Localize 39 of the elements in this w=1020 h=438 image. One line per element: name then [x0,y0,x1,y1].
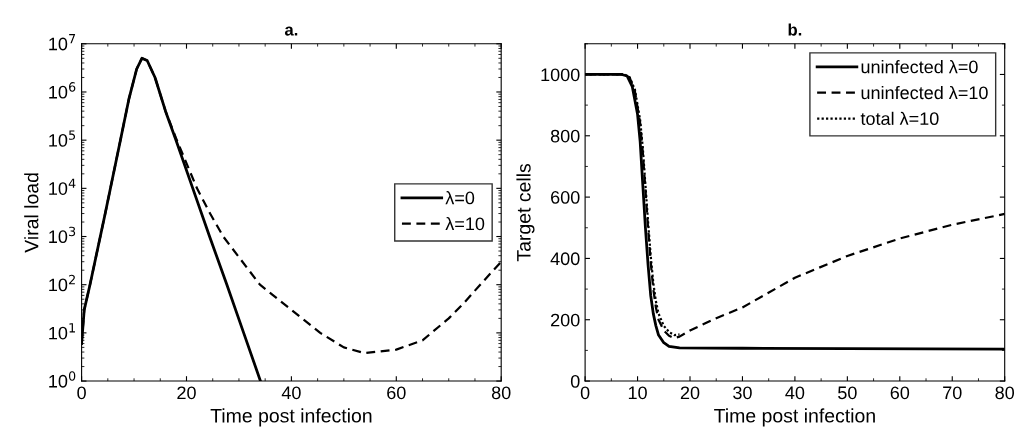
x-tick-label: 20 [680,386,700,400]
y-tick-label: 400 [550,252,580,266]
legend-label: λ=10 [445,216,485,231]
x-tick-label: 20 [177,386,196,400]
y-tick-label: 10$^{2}$ [49,274,75,292]
x-tick-label: 0 [77,386,86,400]
x-tick-label: 10 [628,386,647,400]
x-tick-label: 70 [943,386,962,400]
x-tick-label: 30 [733,386,752,400]
x-tick-label: 40 [281,386,301,400]
y-tick-label: 0 [570,374,580,388]
chart-title: b. [788,23,802,36]
x-tick-label: 60 [387,386,406,400]
chart-title: a. [284,26,298,36]
y-tick-label: 800 [550,129,580,143]
legend-label: uninfected λ=10 [861,85,988,100]
y-axis-title: Target cells [516,163,535,262]
legend-label: total λ=10 [860,111,939,126]
legend-label: uninfected λ=0 [861,60,978,74]
x-tick-label: 80 [995,386,1015,400]
x-tick-label: 0 [580,386,590,400]
x-axis-title: Time post infection [714,408,875,427]
y-tick-label: 600 [551,191,580,204]
legend-label: λ=0 [445,191,475,205]
y-tick-label: 10$^{0}$ [49,371,76,388]
y-tick-label: 200 [551,313,580,327]
y-tick-label: 1000 [541,68,580,82]
x-tick-label: 60 [890,386,910,400]
y-tick-label: 10$^{5}$ [49,130,76,147]
y-tick-label: 10$^{3}$ [49,226,76,244]
y-tick-label: 10$^{6}$ [49,82,76,99]
x-tick-label: 40 [785,386,805,400]
y-tick-label: 10$^{7}$ [49,34,76,51]
x-axis-title: Time post infection [210,408,372,427]
y-tick-label: 10$^{4}$ [49,178,76,195]
x-tick-label: 80 [491,386,511,400]
y-axis-title: Viral load [24,173,39,253]
y-tick-label: 10$^{1}$ [49,323,75,340]
x-tick-label: 50 [838,386,857,400]
